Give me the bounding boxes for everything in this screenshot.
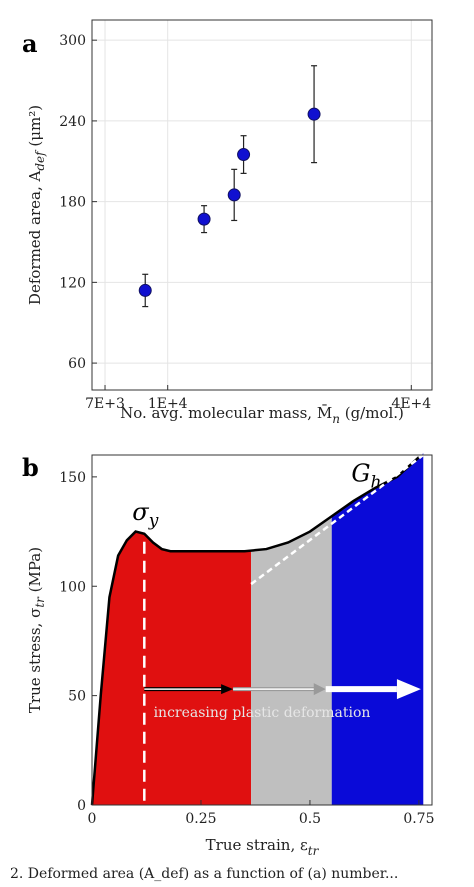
shaded-region — [331, 453, 424, 805]
panel-b-hardening-line — [250, 453, 425, 586]
panel-b-annotation: increasing plastic deformation — [154, 705, 371, 721]
data-point — [197, 212, 211, 226]
panel-b-x-axis-label: True strain, εtr — [206, 836, 320, 858]
panel-a-y-axis-label: Deformed area, Adef (μm²) — [26, 105, 47, 305]
panel-b-regions — [92, 453, 424, 805]
panel-b-x-ticks: 0 0.25 0.5 0.75 — [88, 800, 435, 827]
y-tick-label: 180 — [59, 195, 86, 211]
panel-b-yield-label: σy — [132, 498, 158, 531]
panel-a-label: a — [22, 29, 38, 58]
panel-a-grid — [92, 20, 432, 390]
panel-b: b increasing plastic deformation σy Gh 0… — [22, 453, 435, 858]
arrow-head — [221, 684, 234, 695]
data-point — [138, 283, 152, 297]
y-tick-label: 300 — [59, 33, 86, 49]
x-tick-label: 7E+3 — [85, 396, 125, 412]
panel-b-frame — [91, 454, 433, 806]
x-tick-label: 0.5 — [299, 811, 321, 827]
x-tick-label: 0.25 — [185, 811, 216, 827]
shaded-region — [92, 531, 252, 805]
arrow-head — [313, 683, 326, 696]
panel-a-x-axis-label: No. avg. molecular mass, M̄n (g/mol.) — [120, 404, 404, 426]
shaded-region — [251, 516, 332, 805]
panel-b-y-ticks: 0 50 100 150 — [59, 470, 97, 814]
panel-b-y-axis-label: True stress, σtr (MPa) — [26, 547, 47, 713]
data-point — [237, 148, 251, 162]
y-tick-label: 50 — [68, 689, 86, 705]
panel-b-hardening-label: Gh — [351, 459, 381, 492]
y-tick-label: 100 — [59, 579, 86, 595]
x-tick-label: 4E+4 — [391, 396, 431, 412]
panel-b-stress-curve — [90, 456, 420, 806]
y-tick-label: 60 — [68, 356, 86, 372]
panel-b-arrows — [144, 679, 421, 700]
panel-a-points — [138, 65, 321, 308]
figure-caption: 2. Deformed area (A_def) as a function o… — [10, 866, 399, 882]
y-tick-label: 0 — [77, 798, 86, 814]
x-tick-label: 0 — [88, 811, 97, 827]
y-tick-label: 240 — [59, 114, 86, 130]
data-point — [227, 188, 241, 202]
y-tick-label: 150 — [59, 470, 86, 486]
panel-b-label: b — [22, 453, 39, 482]
panel-a-x-ticks: 7E+3 1E+4 4E+4 — [85, 385, 431, 412]
y-tick-label: 120 — [59, 275, 86, 291]
panel-a-frame — [91, 19, 433, 391]
x-tick-label: 0.75 — [403, 811, 434, 827]
x-tick-label: 1E+4 — [148, 396, 188, 412]
arrow-head — [396, 679, 421, 700]
panel-a-y-ticks: 60 120 180 240 300 — [59, 33, 97, 372]
panel-a: a 60 120 180 240 300 7E+3 1E+4 4E+4 Deformed a… — [22, 19, 433, 426]
data-point — [307, 107, 321, 121]
